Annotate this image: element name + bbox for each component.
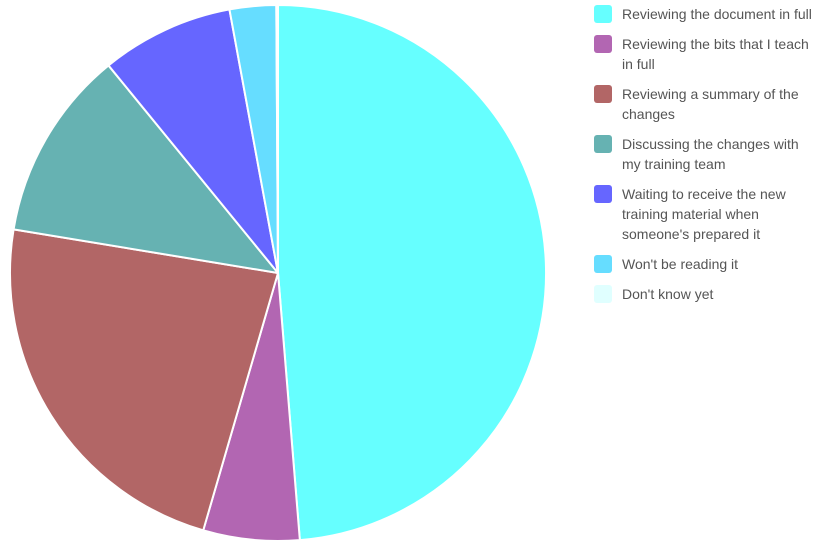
legend-item-1[interactable]: Reviewing the document in full [594,4,816,24]
legend-label: Won't be reading it [622,256,739,272]
legend-swatch [594,35,612,53]
pie-slice-3[interactable] [9,228,279,532]
legend-swatch [594,135,612,153]
legend-swatch [594,285,612,303]
legend-label: Waiting to receive the new training mate… [622,186,786,242]
pie-slice-4[interactable] [12,64,279,274]
legend-item-3[interactable]: Reviewing a summary of the changes [594,84,816,124]
pie-slice-5[interactable] [107,8,279,274]
chart-legend: Reviewing the document in full Reviewing … [594,4,816,314]
legend-item-4[interactable]: Discussing the changes with my training … [594,134,816,174]
legend-item-2[interactable]: Reviewing the bits that I teach in full [594,34,816,74]
legend-item-5[interactable]: Waiting to receive the new training mate… [594,184,816,244]
legend-swatch [594,5,612,23]
legend-swatch [594,185,612,203]
legend-label: Discussing the changes with my training … [622,136,799,172]
legend-item-7[interactable]: Don't know yet [594,284,816,304]
pie-slice-7[interactable] [275,4,279,274]
pie-chart [9,4,548,542]
legend-label: Reviewing the bits that I teach in full [622,36,809,72]
legend-label: Reviewing a summary of the changes [622,86,799,122]
pie-slice-1[interactable] [277,4,548,542]
legend-item-6[interactable]: Won't be reading it [594,254,816,274]
legend-label: Don't know yet [622,286,714,302]
legend-label: Reviewing the document in full [622,6,812,22]
legend-swatch [594,85,612,103]
legend-swatch [594,255,612,273]
